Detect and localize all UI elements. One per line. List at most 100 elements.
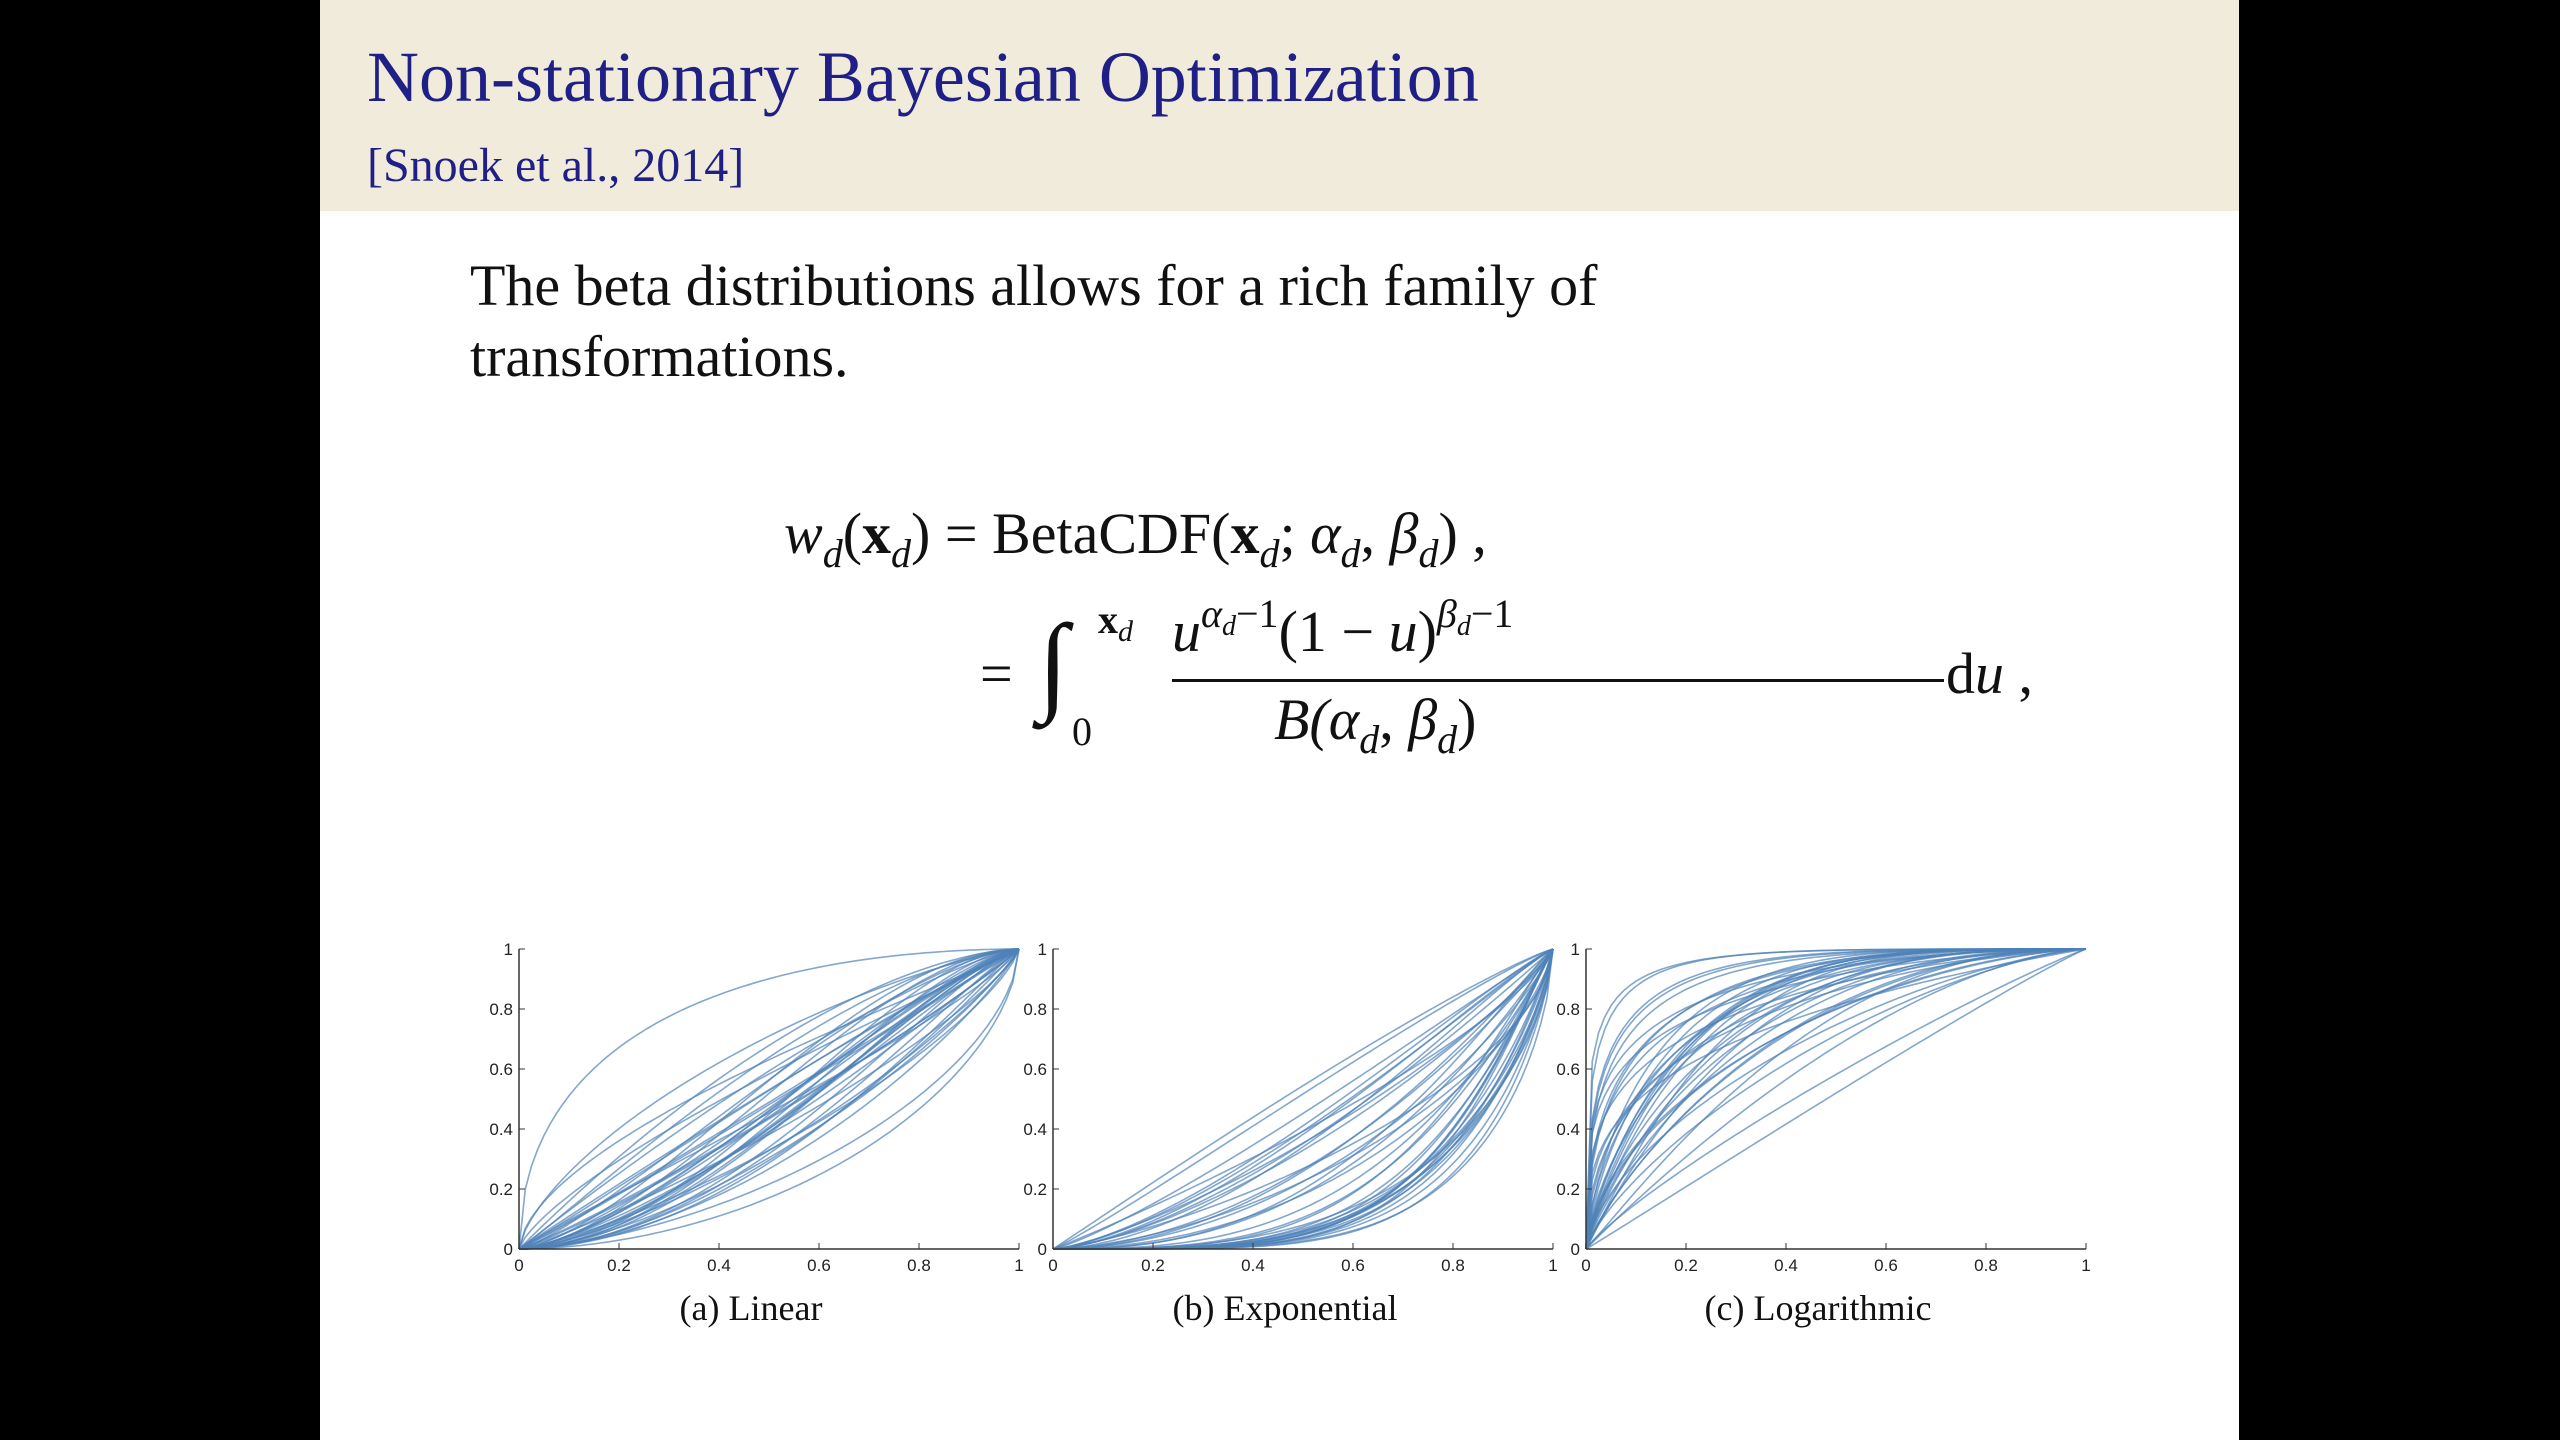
curve (1052, 948, 1554, 1250)
curve (1585, 948, 2086, 1250)
curve (1585, 948, 2087, 1250)
x-tick-label: 1 (1014, 1256, 1023, 1275)
x-tick-label: 0 (1048, 1256, 1057, 1275)
eq-sub: d (1222, 611, 1236, 642)
y-tick-label: 0.8 (1556, 1000, 1580, 1019)
curve (1053, 948, 1554, 1250)
y-tick-label: 0.4 (1556, 1120, 1580, 1139)
curve (1585, 948, 2086, 1250)
y-tick-label: 0.6 (1556, 1060, 1580, 1079)
y-tick-label: 0 (504, 1240, 513, 1259)
eq-denominator: B(αd, βd) (1274, 686, 1477, 762)
eq-symbol: x (1098, 597, 1118, 642)
eq-sup: αd−1 (1201, 591, 1279, 642)
eq-symbol: d (1946, 641, 1975, 706)
curve (1585, 948, 2086, 1250)
y-tick-label: 0.2 (1023, 1180, 1047, 1199)
eq-symbol: , (2018, 641, 2034, 706)
y-tick-label: 0.2 (1556, 1180, 1580, 1199)
eq-sub: d (1259, 531, 1280, 576)
x-tick-label: 1 (2081, 1256, 2090, 1275)
curve (1585, 948, 2086, 1250)
curve (518, 948, 1019, 1250)
curve (1052, 948, 1554, 1250)
curve (1585, 948, 2086, 1250)
eq-symbol: α (1310, 501, 1341, 566)
fraction-bar (1172, 679, 1944, 682)
y-tick-label: 0 (1038, 1240, 1047, 1259)
eq-sup: βd−1 (1437, 591, 1514, 642)
curve (1053, 948, 1554, 1250)
eq-symbol: −1 (1470, 591, 1514, 636)
curve (1585, 948, 2087, 1250)
eq-symbol: ) (1457, 687, 1477, 752)
x-tick-label: 0 (514, 1256, 523, 1275)
y-tick-label: 0.4 (489, 1120, 513, 1139)
curve (1585, 948, 2086, 1250)
curve (518, 948, 1020, 1250)
curve (1585, 948, 2087, 1250)
curve (1585, 948, 2086, 1250)
curve (518, 948, 1020, 1250)
eq-symbol: β (1408, 687, 1438, 752)
curve (518, 948, 1020, 1250)
curve (1585, 948, 2086, 1250)
curve (1585, 948, 2086, 1250)
x-tick-label: 0.2 (1141, 1256, 1165, 1275)
curve (1585, 948, 2087, 1250)
y-tick-label: 1 (1038, 940, 1047, 959)
curve (518, 948, 1020, 1250)
curve (1585, 948, 2087, 1250)
curve (518, 948, 1020, 1250)
curve (518, 948, 1020, 1250)
curve (1585, 948, 2086, 1250)
curve (1585, 948, 2086, 1250)
eq-symbol: β (1389, 501, 1419, 566)
curve (518, 948, 1020, 1250)
y-tick-label: 0.2 (489, 1180, 513, 1199)
eq-sub: d (1340, 531, 1361, 576)
x-tick-label: 0.4 (707, 1256, 731, 1275)
eq-symbol: (1 − (1278, 599, 1389, 664)
eq-symbol: ) = BetaCDF( (911, 501, 1231, 566)
curve (1585, 948, 2086, 1250)
eq-sub: d (891, 531, 912, 576)
eq-sub: d (1418, 531, 1439, 576)
curve (1052, 948, 1554, 1250)
eq-symbol: −1 (1236, 591, 1279, 636)
body-text: transformations. (470, 324, 849, 389)
eq-equals: = (980, 641, 1013, 706)
curve (519, 948, 1020, 1250)
curve (1053, 948, 1554, 1250)
x-tick-label: 0.6 (1874, 1256, 1898, 1275)
eq-symbol: α (1201, 591, 1222, 636)
x-tick-label: 0.4 (1241, 1256, 1265, 1275)
curve (1585, 948, 2086, 1250)
caption: (a) Linear (680, 1288, 823, 1328)
eq-sub: d (1456, 611, 1471, 642)
x-tick-label: 0.6 (807, 1256, 831, 1275)
eq-symbol: , (1379, 687, 1394, 752)
eq-upper-limit: xd (1098, 596, 1133, 648)
eq-symbol: ; (1279, 501, 1296, 566)
curve (1585, 948, 2087, 1250)
curve (1585, 948, 2086, 1250)
x-tick-label: 0.4 (1774, 1256, 1798, 1275)
x-tick-label: 0.8 (1441, 1256, 1465, 1275)
curve (1585, 948, 2086, 1250)
x-tick-label: 0 (1581, 1256, 1590, 1275)
eq-sub: d (1359, 717, 1380, 762)
y-tick-label: 0.6 (489, 1060, 513, 1079)
curve (1052, 948, 1554, 1250)
eq-differential: du , (1946, 640, 2033, 707)
slide-title: Non-stationary Bayesian Optimization (367, 37, 1479, 117)
eq-symbol: w (784, 501, 823, 566)
y-tick-label: 0 (1571, 1240, 1580, 1259)
curve (1585, 948, 2086, 1250)
curve (1585, 948, 2086, 1250)
eq-symbol: ( (842, 501, 863, 566)
curve (1585, 948, 2087, 1250)
curve (1585, 948, 2086, 1250)
